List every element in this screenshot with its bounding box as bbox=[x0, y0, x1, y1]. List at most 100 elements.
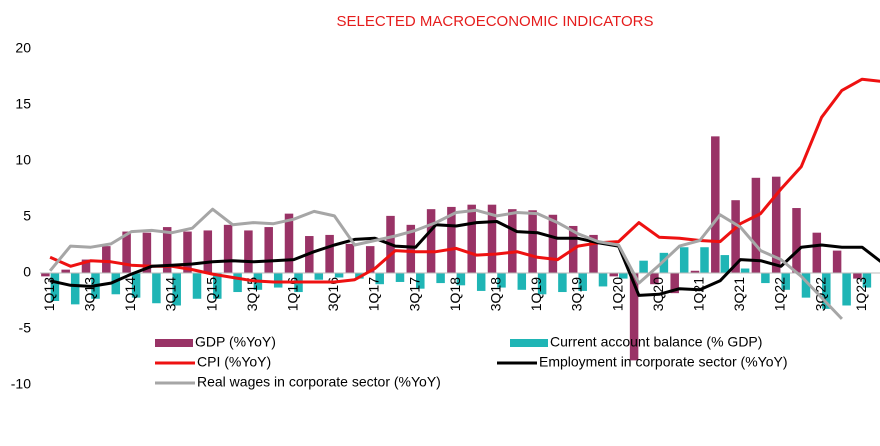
bar bbox=[528, 210, 537, 273]
x-tick-label: 3Q13 bbox=[81, 277, 97, 311]
bar bbox=[345, 243, 355, 273]
bar bbox=[700, 247, 709, 273]
bar bbox=[172, 273, 181, 306]
x-tick-label: 1Q15 bbox=[203, 277, 219, 311]
bar bbox=[131, 273, 141, 298]
bar bbox=[740, 268, 750, 273]
bar bbox=[375, 273, 384, 285]
bar bbox=[578, 273, 587, 291]
bar bbox=[497, 273, 506, 288]
bar bbox=[447, 206, 456, 273]
bar bbox=[334, 273, 344, 278]
x-tick-label: 1Q16 bbox=[284, 277, 300, 311]
y-tick-label: 20 bbox=[15, 40, 31, 56]
bar bbox=[203, 230, 213, 273]
bar bbox=[670, 273, 679, 294]
bar bbox=[284, 213, 294, 273]
x-tick-label: 3Q14 bbox=[163, 277, 179, 311]
bar bbox=[832, 250, 842, 273]
bar bbox=[711, 136, 720, 273]
bar bbox=[801, 273, 811, 298]
bar bbox=[862, 273, 872, 288]
bar bbox=[508, 209, 517, 273]
y-tick-label: -10 bbox=[11, 376, 31, 392]
legend-label: Current account balance (% GDP) bbox=[550, 334, 762, 350]
bar bbox=[416, 273, 425, 289]
x-tick-label: 3Q15 bbox=[244, 277, 260, 311]
x-tick-label: 1Q19 bbox=[528, 277, 544, 311]
bar bbox=[822, 273, 831, 309]
bar bbox=[41, 273, 50, 277]
bar bbox=[223, 224, 233, 273]
bar bbox=[81, 259, 91, 273]
y-tick-label: -5 bbox=[19, 320, 32, 336]
bar bbox=[111, 273, 121, 295]
bar bbox=[50, 273, 60, 301]
chart-title: SELECTED MACROECONOMIC INDICATORS bbox=[337, 13, 654, 30]
legend-swatch bbox=[510, 339, 548, 347]
line bbox=[48, 207, 843, 320]
x-tick-label: 1Q20 bbox=[609, 277, 625, 311]
bar bbox=[598, 273, 608, 287]
bar bbox=[731, 200, 740, 273]
x-tick-label: 3Q18 bbox=[487, 277, 503, 311]
x-tick-label: 1Q22 bbox=[772, 277, 788, 311]
y-tick-label: 10 bbox=[15, 152, 31, 168]
x-tick-label: 1Q14 bbox=[122, 277, 138, 311]
legend-label: GDP (%YoY) bbox=[195, 334, 276, 350]
bar bbox=[548, 214, 558, 273]
x-tick-label: 1Q23 bbox=[853, 277, 869, 311]
bar bbox=[192, 273, 202, 299]
legend-swatch bbox=[155, 339, 193, 347]
bar bbox=[751, 177, 761, 273]
bar bbox=[426, 209, 436, 273]
bar bbox=[467, 204, 476, 273]
bar bbox=[152, 273, 161, 304]
bar bbox=[650, 273, 659, 285]
x-tick-label: 3Q19 bbox=[569, 277, 585, 311]
bar bbox=[771, 176, 781, 273]
bar bbox=[517, 273, 527, 290]
bar bbox=[264, 227, 273, 273]
bar bbox=[853, 273, 862, 279]
x-tick-label: 1Q17 bbox=[366, 277, 382, 311]
x-tick-label: 1Q21 bbox=[690, 277, 706, 311]
bar bbox=[690, 270, 700, 273]
bar bbox=[233, 273, 242, 293]
bar bbox=[792, 208, 801, 273]
bar bbox=[558, 273, 567, 293]
bar bbox=[406, 224, 416, 273]
bar bbox=[61, 269, 70, 273]
legend-label: Employment in corporate sector (%YoY) bbox=[539, 354, 787, 370]
bar bbox=[679, 247, 689, 273]
bar bbox=[842, 273, 851, 306]
bar bbox=[122, 231, 131, 273]
x-tick-label: 1Q18 bbox=[447, 277, 463, 311]
x-tick-label: 3Q22 bbox=[812, 277, 828, 311]
bar bbox=[589, 234, 598, 273]
bar bbox=[314, 273, 324, 280]
bar bbox=[619, 273, 628, 279]
bar bbox=[609, 273, 619, 277]
bar bbox=[781, 273, 790, 290]
bar bbox=[639, 260, 648, 273]
bar bbox=[365, 246, 375, 273]
x-tick-label: 3Q21 bbox=[731, 277, 747, 311]
bar bbox=[436, 273, 445, 284]
bar bbox=[162, 227, 172, 273]
line bbox=[49, 220, 880, 297]
bar bbox=[537, 273, 547, 295]
bar bbox=[213, 273, 222, 299]
bar bbox=[273, 273, 283, 288]
bar bbox=[487, 204, 497, 273]
bar bbox=[183, 231, 192, 273]
y-tick-label: 0 bbox=[23, 264, 31, 280]
y-tick-label: 15 bbox=[15, 96, 31, 112]
bar bbox=[476, 273, 486, 291]
line bbox=[49, 77, 880, 284]
bar bbox=[142, 232, 152, 273]
y-tick-label: 5 bbox=[23, 208, 31, 224]
x-tick-label: 3Q17 bbox=[406, 277, 422, 311]
bar bbox=[395, 273, 405, 282]
